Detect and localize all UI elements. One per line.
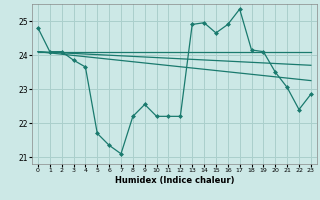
X-axis label: Humidex (Indice chaleur): Humidex (Indice chaleur) <box>115 176 234 185</box>
